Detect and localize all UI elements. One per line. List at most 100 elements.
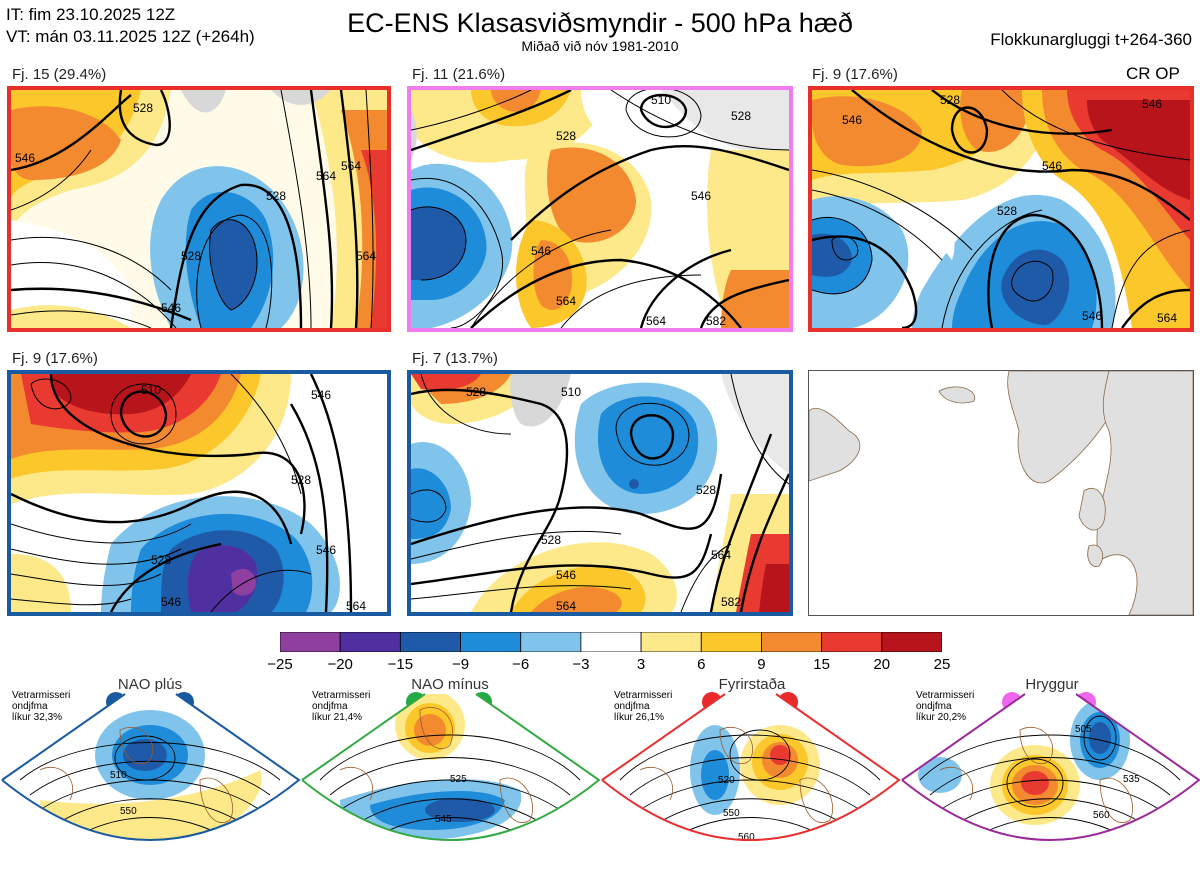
contour-label: 510 (651, 93, 671, 107)
contour-label: 546 (15, 151, 35, 165)
contour-label: 564 (316, 169, 336, 183)
contour-label: 560 (1093, 810, 1110, 821)
panel-3-label: Fj. 9 (17.6%) (812, 66, 898, 83)
contour-label: 528 (181, 249, 201, 263)
contour-label: 545 (435, 814, 452, 825)
regime-map-ridge: 505 535 560 (902, 694, 1199, 840)
colorbar-tick-label: 6 (697, 656, 706, 673)
contour-label: 564 (711, 548, 731, 562)
regime-note-nao-minus: Vetrarmisseri ondjfma líkur 21,4% (312, 690, 371, 723)
contour-label: 546 (1082, 309, 1102, 323)
cr-op-label: CR OP (1126, 64, 1180, 83)
colorbar-tick-label: 15 (813, 656, 830, 673)
contour-label: 546 (316, 543, 336, 557)
colorbar-swatch (339, 631, 401, 653)
issue-time: IT: fim 23.10.2025 12Z (6, 5, 176, 24)
colorbar-swatch (640, 631, 702, 653)
contour-label: 564 (556, 294, 576, 308)
contour-label: 505 (1075, 724, 1092, 735)
contour-label: 520 (718, 775, 735, 786)
panel-5-label: Fj. 7 (13.7%) (412, 350, 498, 367)
regime-map-nao-minus: 525 545 565 (302, 694, 599, 861)
cluster-map-panel-5[interactable]: 528 510 528 528 546 564 564 582 (407, 370, 793, 616)
colorbar-swatch (279, 631, 341, 653)
colorbar-swatch (580, 631, 642, 653)
contour-label: 564 (556, 599, 576, 612)
colorbar-swatch (700, 631, 762, 653)
valid-time: VT: mán 03.11.2025 12Z (+264h) (6, 27, 255, 46)
contour-label: 510 (141, 383, 161, 397)
contour-label: 546 (161, 595, 181, 609)
cluster-window: Flokkunargluggi t+264-360 (990, 30, 1192, 49)
contour-label: 528 (731, 109, 751, 123)
colorbar-swatch (821, 631, 883, 653)
contour-label: 528 (466, 385, 486, 399)
contour-label: 510 (110, 770, 127, 781)
contour-label: 564 (646, 314, 666, 328)
contour-label: 564 (346, 599, 366, 612)
colorbar-swatches (279, 631, 943, 653)
page-subtitle: Miðað við nóv 1981-2010 (521, 38, 679, 54)
contour-label: 528 (997, 204, 1017, 218)
page-title: EC-ENS Klasasviðsmyndir - 500 hPa hæð (347, 8, 853, 38)
regime-note-nao-plus: Vetrarmisseri ondjfma líkur 32,3% (12, 690, 71, 723)
contour-label: 546 (556, 568, 576, 582)
colorbar-tick-label: 3 (636, 656, 646, 673)
empty-map-panel (808, 370, 1194, 616)
regime-note-ridge: Vetrarmisseri ondjfma líkur 20,2% (916, 690, 975, 723)
contour-label: 564 (341, 159, 361, 173)
cluster-map-panel-4[interactable]: 510 546 528 528 546 546 564 (7, 370, 391, 616)
contour-label: 510 (561, 385, 581, 399)
contour-label: 565 (445, 850, 462, 861)
contour-label: 528 (541, 533, 561, 547)
panel-1-label: Fj. 15 (29.4%) (12, 66, 107, 83)
contour-label: 560 (738, 832, 755, 843)
issue-valid-times: IT: fim 23.10.2025 12Z VT: mán 03.11.202… (6, 4, 255, 48)
regime-title-nao-minus: NAO mínus (411, 676, 489, 693)
contour-label: 546 (531, 244, 551, 258)
contour-label: 528 (291, 473, 311, 487)
contour-label: 550 (120, 806, 137, 817)
cluster-map-panel-3[interactable]: 546 528 546 528 546 546 564 (808, 86, 1194, 332)
regime-title-ridge: Hryggur (1025, 676, 1079, 693)
regime-title-nao-plus: NAO plús (117, 676, 183, 693)
contour-label: 546 (1142, 97, 1162, 111)
contour-label: 528 (556, 129, 576, 143)
contour-label: 528 (696, 483, 716, 497)
panel-4-label: Fj. 9 (17.6%) (12, 350, 98, 367)
contour-label: 564 (1157, 311, 1177, 325)
colorbar-swatch (881, 631, 943, 653)
contour-label: 528 (266, 189, 286, 203)
colorbar-swatch (520, 631, 582, 653)
colorbar-swatch (399, 631, 461, 653)
regime-map-blocking: 520 550 560 (602, 694, 899, 843)
colorbar-tick-label: −3 (572, 656, 590, 673)
contour-label: 528 (940, 93, 960, 107)
contour-label: 564 (356, 249, 376, 263)
regime-map-nao-plus: 510 550 (2, 694, 299, 840)
colorbar-tick-label: −20 (327, 656, 353, 673)
colorbar-tick-label: 9 (757, 656, 766, 673)
contour-label: 546 (691, 189, 711, 203)
contour-label: 546 (311, 388, 331, 402)
contour-label: 528 (133, 101, 153, 115)
colorbar-swatch (761, 631, 823, 653)
contour-label: 528 (151, 553, 171, 567)
contour-label: 535 (1123, 774, 1140, 785)
colorbar-swatch (460, 631, 522, 653)
contour-label: 546 (161, 301, 181, 315)
contour-label: 582 (721, 595, 741, 609)
colorbar-tick-label: −6 (512, 656, 530, 673)
colorbar-tick-label: −15 (387, 656, 414, 673)
contour-label: 546 (842, 113, 862, 127)
contour-label: 582 (706, 314, 726, 328)
colorbar (279, 631, 943, 653)
regime-note-blocking: Vetrarmisseri ondjfma líkur 26,1% (614, 690, 673, 723)
colorbar-tick-label: −25 (267, 656, 293, 673)
colorbar-tick-label: 20 (873, 656, 891, 673)
contour-label: 546 (1042, 159, 1062, 173)
cluster-map-panel-2[interactable]: 510 528 546 546 528 564 564 582 (407, 86, 793, 332)
contour-label: 550 (723, 808, 740, 819)
cluster-map-panel-1[interactable]: 528 546 564 528 546 528 564 564 (7, 86, 391, 332)
regime-title-blocking: Fyrirstaða (718, 676, 786, 693)
